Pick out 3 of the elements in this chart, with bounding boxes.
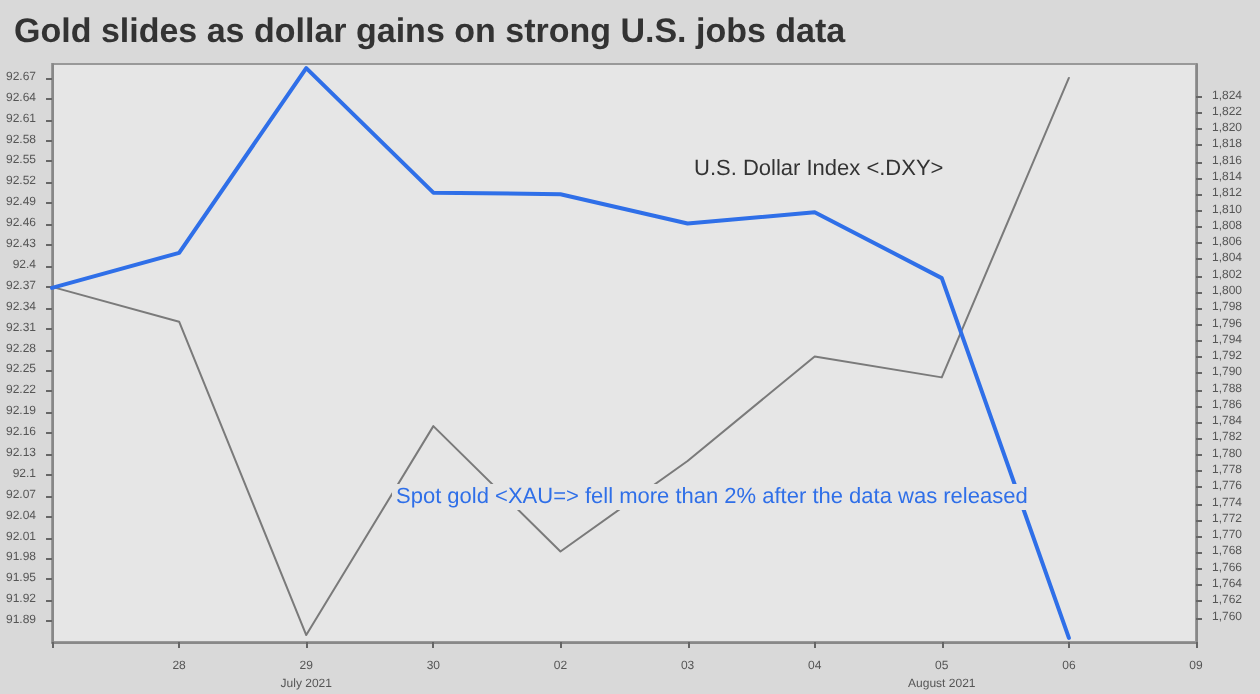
annotation: Spot gold <XAU=> fell more than 2% after the data was released — [396, 485, 1028, 509]
chart-title: Gold slides as dollar gains on strong U.S. jobs data — [14, 12, 847, 50]
annotation: U.S. Dollar Index <.DXY> — [694, 157, 944, 181]
